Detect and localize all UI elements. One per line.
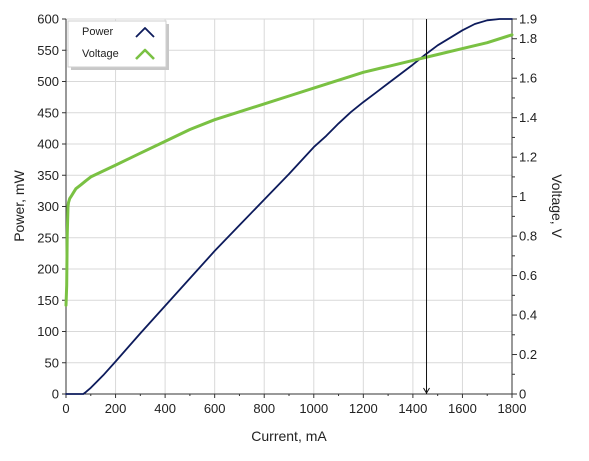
x-tick-label: 1400 xyxy=(398,401,427,416)
x-tick-label: 600 xyxy=(204,401,226,416)
cursor-arrow-icon xyxy=(423,387,430,394)
y-right-tick-label: 1.9 xyxy=(519,12,537,27)
x-tick-label: 1800 xyxy=(498,401,527,416)
y-right-tick-label: 0.8 xyxy=(519,229,537,244)
legend-label-voltage: Voltage xyxy=(82,48,119,60)
x-tick-label: 1200 xyxy=(349,401,378,416)
axis-labels: Current, mA Power, mW Voltage, V xyxy=(11,169,565,444)
y-left-tick-label: 100 xyxy=(37,324,59,339)
legend-swatch-power-icon xyxy=(135,27,155,38)
axes-layer: 0 200 400 600 800 1000 1200 1400 1600 18000501001… xyxy=(37,12,537,417)
x-tick-label: 0 xyxy=(62,401,69,416)
x-tick-label: 400 xyxy=(154,401,176,416)
y-left-tick-label: 400 xyxy=(37,137,59,152)
y-right-tick-label: 0.6 xyxy=(519,268,537,283)
x-tick-label: 1600 xyxy=(448,401,477,416)
y-left-tick-label: 50 xyxy=(45,355,59,370)
y-right-tick-label: 0.2 xyxy=(519,347,537,362)
y-right-tick-label: 1.2 xyxy=(519,150,537,165)
legend: Power Voltage xyxy=(67,20,169,70)
legend-swatch-voltage-icon xyxy=(135,48,155,60)
y-right-tick-label: 1 xyxy=(519,189,526,204)
y-left-tick-label: 250 xyxy=(37,230,59,245)
y-left-tick-label: 0 xyxy=(52,387,59,402)
series-line-voltage xyxy=(64,33,514,307)
y-left-tick-label: 500 xyxy=(37,74,59,89)
y-right-tick-label: 1.8 xyxy=(519,31,537,46)
y-right-tick-label: 0 xyxy=(519,387,526,402)
y-axis-left-title: Power, mW xyxy=(11,169,27,241)
y-left-tick-label: 300 xyxy=(37,199,59,214)
y-right-tick-label: 1.6 xyxy=(519,71,537,86)
y-left-tick-label: 550 xyxy=(37,43,59,58)
cursor-layer xyxy=(423,19,430,394)
x-tick-label: 800 xyxy=(253,401,275,416)
y-right-tick-label: 0.4 xyxy=(519,308,537,323)
y-left-tick-label: 350 xyxy=(37,168,59,183)
legend-label-power: Power xyxy=(82,26,114,38)
series-line-power xyxy=(65,18,513,395)
series-layer xyxy=(64,18,514,395)
x-tick-label: 1000 xyxy=(299,401,328,416)
y-left-tick-label: 450 xyxy=(37,105,59,120)
y-left-tick-label: 600 xyxy=(37,12,59,27)
x-tick-label: 200 xyxy=(105,401,127,416)
y-axis-right-title: Voltage, V xyxy=(549,174,565,238)
y-left-tick-label: 150 xyxy=(37,293,59,308)
y-right-tick-label: 1.4 xyxy=(519,110,537,125)
y-left-tick-label: 200 xyxy=(37,262,59,277)
legend-box xyxy=(67,20,167,68)
x-axis-title: Current, mA xyxy=(251,428,327,444)
